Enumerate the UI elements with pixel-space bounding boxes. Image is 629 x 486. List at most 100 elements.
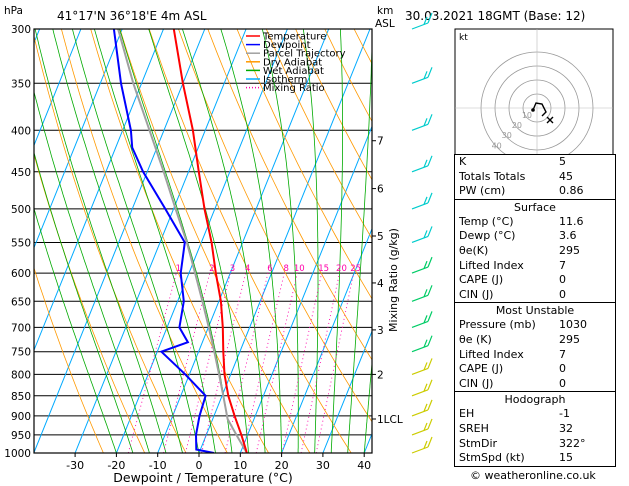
isotherm-line: [34, 29, 206, 453]
surface-index-label: CIN (J): [459, 287, 494, 301]
plot-frame: [33, 28, 373, 454]
unstable-index-label: CAPE (J): [459, 362, 504, 376]
height-tick-label: 1LCL: [377, 414, 403, 426]
pressure-tick-label: 600: [11, 268, 31, 280]
temp-tick-label: -30: [66, 459, 84, 472]
unstable-index-value: 0: [559, 376, 566, 390]
pressure-tick-label: 450: [11, 167, 31, 179]
surface-index-row: CIN (J) 0: [455, 288, 615, 303]
pressure-unit-label: hPa: [4, 5, 23, 17]
pressure-tick-label: 550: [11, 237, 31, 249]
wet-adiabat-line: [34, 29, 167, 453]
y-axis-label: Mixing Ratio (g/kg): [387, 228, 400, 332]
copyright-text: © weatheronline.co.uk: [470, 469, 596, 482]
storm-motion-marker: [546, 116, 554, 124]
mixing-ratio-line: [281, 273, 323, 453]
wet-adiabat-line: [363, 358, 372, 453]
temp-tick-label: -10: [149, 459, 167, 472]
wet-adiabat-line: [34, 151, 134, 453]
basic-index-value: 0.86: [559, 184, 584, 198]
height-tick-label: 7: [377, 136, 384, 148]
unstable-index-row: Pressure (mb) 1030: [455, 318, 615, 333]
hodo-index-label: StmDir: [459, 436, 498, 450]
basic-index-label: Totals Totals: [459, 169, 526, 183]
hodograph-ring-label: 40: [492, 141, 502, 150]
wind-barb: [411, 12, 433, 30]
surface-index-row: Temp (°C) 11.6: [455, 215, 615, 230]
mixing-ratio-label: 3: [230, 264, 235, 274]
mixing-ratio-label: 25: [350, 264, 361, 274]
isotherm-line: [157, 29, 330, 453]
wind-barb: [411, 418, 433, 436]
hodograph-start-dot: [531, 108, 535, 112]
unstable-index-value: 7: [559, 347, 566, 361]
dry-adiabat-line: [236, 29, 372, 300]
temp-tick-label: 10: [233, 459, 247, 472]
wet-adiabat-line: [347, 34, 372, 453]
hodograph-box: Hodograph EH -1 SREH 32 StmDir 322° StmSpd (kt…: [455, 391, 615, 465]
legend-label: Mixing Ratio: [263, 83, 325, 94]
dry-adiabat-line: [618, 29, 629, 453]
hodo-index-label: EH: [459, 407, 475, 421]
location-label: 41°17'N 36°18'E 4m ASL: [57, 9, 207, 23]
datetime-label: 30.03.2021 18GMT (Base: 12): [405, 9, 585, 23]
dry-adiabat-line: [178, 29, 372, 423]
unstable-index-row: θe (K) 295: [455, 333, 615, 348]
hodo-index-value: -1: [559, 407, 570, 421]
surface-index-value: 0: [559, 273, 566, 287]
wind-barb: [411, 226, 433, 244]
wet-adiabat-line: [182, 29, 266, 453]
wind-barb: [411, 192, 433, 210]
surface-index-label: Lifted Index: [459, 258, 524, 272]
hodograph-ring-label: 10: [522, 111, 532, 120]
wind-barb: [411, 114, 433, 131]
wet-adiabat-line: [330, 29, 344, 453]
isotherm-line: [198, 29, 371, 453]
mixing-ratio-label: 10: [294, 264, 305, 274]
isotherm-line: [34, 29, 123, 250]
unstable-index-value: 0: [559, 362, 566, 376]
height-tick-label: 2: [377, 369, 384, 381]
hodo-index-row: StmDir 322°: [455, 437, 615, 452]
temp-tick-label: -20: [107, 459, 125, 472]
wind-barb: [411, 67, 433, 84]
wind-barb: [411, 335, 433, 353]
height-unit-label: km: [377, 5, 393, 17]
legend-label: Dewpoint: [263, 40, 311, 51]
surface-index-row: θe(K) 295: [455, 244, 615, 259]
isotherm-line: [34, 29, 82, 147]
wet-adiabat-line: [261, 29, 299, 453]
wind-barb: [411, 436, 433, 454]
hodo-index-row: SREH 32: [455, 422, 615, 437]
mixing-ratio-label: 2: [209, 264, 214, 274]
dry-adiabat-line: [34, 266, 104, 453]
dry-adiabat-line: [34, 34, 187, 453]
wet-adiabat-line: [220, 29, 283, 453]
basic-index-row: Totals Totals 45: [455, 170, 615, 185]
hodo-index-value: 32: [559, 421, 573, 435]
basic-index-value: 45: [559, 169, 573, 183]
isotherm-line: [115, 29, 288, 453]
wind-barb: [411, 256, 433, 274]
hodo-index-row: EH -1: [455, 407, 615, 422]
mixing-ratio-label: 20: [336, 264, 347, 274]
basic-index-label: PW (cm): [459, 184, 506, 198]
surface-index-label: θe(K): [459, 243, 489, 257]
hodograph-title: Hodograph: [504, 393, 566, 407]
unstable-index-row: CAPE (J) 0: [455, 362, 615, 377]
mixing-ratio-line: [184, 272, 231, 453]
surface-index-value: 7: [559, 258, 566, 272]
unstable-index-label: Lifted Index: [459, 347, 524, 361]
hodograph-ring-label: 30: [502, 131, 512, 140]
surface-index-label: Dewp (°C): [459, 229, 516, 243]
isotherm-line: [281, 227, 372, 453]
height-tick-label: 4: [377, 278, 384, 290]
surface-index-value: 3.6: [559, 229, 577, 243]
wind-barb: [411, 285, 433, 302]
legend-label: Parcel Trajectory: [263, 49, 346, 60]
legend-label: Wet Adiabat: [263, 66, 324, 77]
unstable-index-value: 295: [559, 332, 580, 346]
pressure-tick-label: 300: [11, 24, 31, 36]
surface-index-value: 11.6: [559, 214, 584, 228]
basic-indices: K 5 Totals Totals 45 PW (cm) 0.86: [455, 155, 615, 199]
